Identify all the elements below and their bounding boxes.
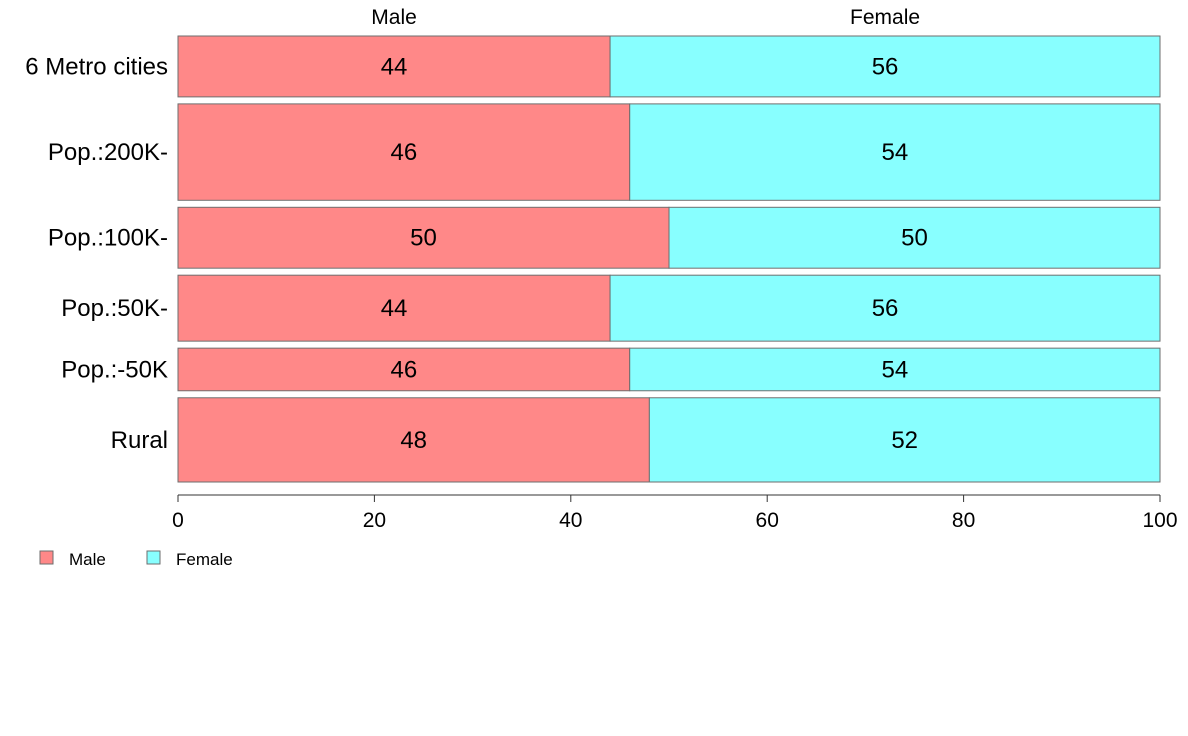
bar-value-label: 54 [882, 139, 909, 166]
legend-label-male: Male [69, 550, 106, 569]
bar-female [668, 206, 1161, 269]
bars-group: 44 56 46 54 50 50 44 56 46 54 48 52 [177, 35, 1161, 483]
bar-value-label: 56 [872, 295, 899, 322]
top-series-labels: Male Female [371, 6, 920, 29]
category-labels: 6 Metro cities Pop.:200K- Pop.:100K- Pop.:5… [25, 53, 168, 453]
legend-swatch-female [146, 550, 161, 565]
bar-value-label: 50 [901, 225, 928, 252]
bar-value-label: 52 [891, 427, 918, 454]
legend-label-female: Female [176, 550, 233, 569]
bar-female [629, 347, 1161, 392]
bar-value-label: 44 [381, 53, 408, 80]
category-label: Pop.:200K- [48, 139, 168, 166]
category-label: Pop.:50K- [61, 295, 168, 322]
category-label: Pop.:-50K [61, 356, 168, 383]
bar-value-label: 46 [391, 356, 418, 383]
category-label: Rural [111, 427, 168, 454]
bar-value-label: 54 [882, 356, 909, 383]
bar-female [609, 35, 1161, 98]
bar-male [177, 35, 611, 98]
x-tick-label: 40 [559, 509, 582, 532]
category-label: Pop.:100K- [48, 225, 168, 252]
bar-female [648, 397, 1161, 483]
x-axis: 0 20 40 60 80 100 [172, 494, 1178, 532]
x-tick-label: 60 [756, 509, 779, 532]
bar-value-label: 56 [872, 53, 899, 80]
x-tick-label: 100 [1142, 509, 1177, 532]
legend-swatch-male [39, 550, 54, 565]
legend: Male Female [39, 550, 233, 569]
bar-male [177, 206, 670, 269]
top-label-female: Female [850, 6, 920, 29]
top-label-male: Male [371, 6, 417, 29]
bar-value-label: 48 [400, 427, 427, 454]
category-label: 6 Metro cities [25, 53, 168, 80]
bar-male [177, 103, 631, 201]
bar-male [177, 347, 631, 392]
x-tick-label: 0 [172, 509, 184, 532]
x-tick-label: 20 [363, 509, 386, 532]
bar-value-label: 44 [381, 295, 408, 322]
bar-female [609, 274, 1161, 342]
bar-female [629, 103, 1161, 201]
bar-value-label: 50 [410, 225, 437, 252]
bar-value-label: 46 [391, 139, 418, 166]
x-tick-label: 80 [952, 509, 975, 532]
bar-male [177, 274, 611, 342]
